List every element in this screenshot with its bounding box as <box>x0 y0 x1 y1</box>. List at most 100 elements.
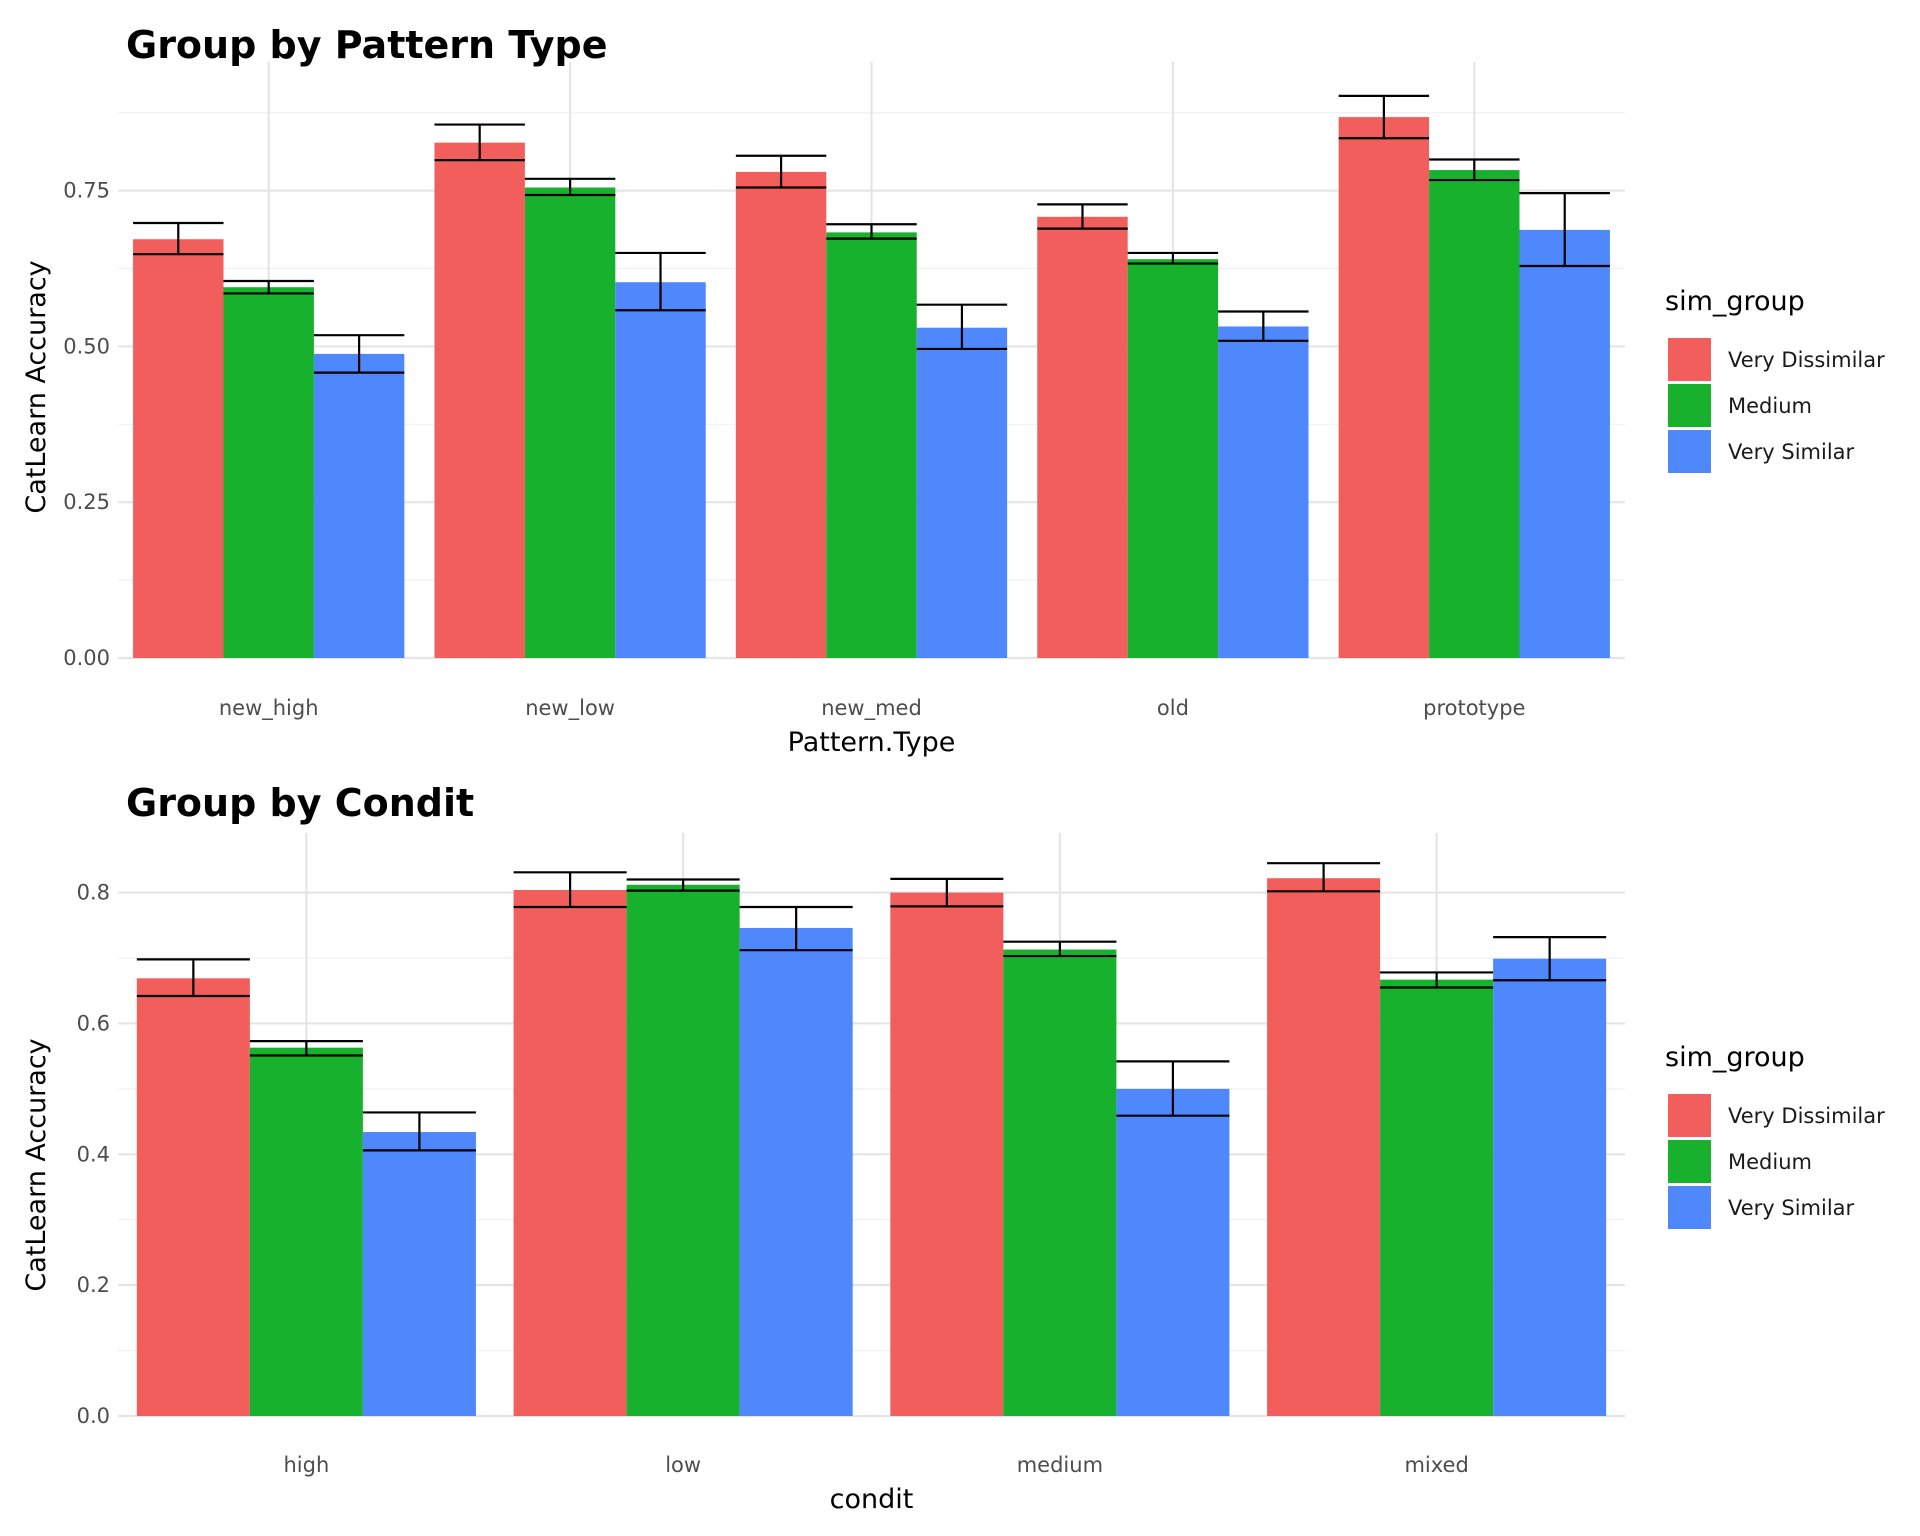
y-tick-label: 0.4 <box>77 1142 110 1166</box>
error-bar-very-similar-new-low <box>615 251 706 312</box>
error-bar-medium-new-med <box>826 223 917 240</box>
bars <box>136 878 1607 1416</box>
y-tick-label: 0.00 <box>63 646 110 670</box>
bar-very-dissimilar-medium <box>890 892 1004 1416</box>
y-tick-label: 0.8 <box>77 881 110 905</box>
chart-panel-2: 0.0 0.2 0.4 0.6 0.8 high low medium mixed Group b… <box>21 781 1885 1515</box>
bar-very-dissimilar-mixed <box>1267 878 1381 1416</box>
bar-very-dissimilar-new-med <box>735 171 827 659</box>
x-tick-label: new_med <box>821 696 922 721</box>
y-tick-label: 0.25 <box>63 490 110 514</box>
bar-medium-old <box>1127 259 1219 658</box>
legend-swatch <box>1668 1094 1711 1137</box>
legend-swatch <box>1668 384 1711 427</box>
y-axis-title: CatLearn Accuracy <box>21 260 52 513</box>
error-bar-medium-high <box>249 1040 363 1057</box>
y-tick-label: 0.2 <box>77 1273 110 1297</box>
error-bars <box>133 94 1610 374</box>
bar-medium-high <box>249 1047 363 1416</box>
error-bar-medium-medium <box>1003 940 1117 958</box>
bar-very-similar-mixed <box>1493 958 1607 1416</box>
error-bar-very-dissimilar-low <box>513 871 627 909</box>
legend-item-very-similar: Very Similar <box>1668 430 1855 473</box>
x-tick-label: mixed <box>1404 1453 1468 1477</box>
error-bar-very-similar-high <box>362 1111 476 1152</box>
legend-item-very-dissimilar: Very Dissimilar <box>1668 1094 1885 1137</box>
x-tick-label: new_high <box>219 696 319 721</box>
bar-very-dissimilar-low <box>513 889 627 1416</box>
error-bar-medium-mixed <box>1380 971 1494 989</box>
bars <box>133 117 1610 659</box>
legend-item-very-similar: Very Similar <box>1668 1186 1855 1229</box>
bar-medium-low <box>626 884 740 1416</box>
chart-title: Group by Pattern Type <box>126 23 607 67</box>
legend-label: Very Dissimilar <box>1728 1104 1885 1128</box>
legend-swatch <box>1668 1140 1711 1183</box>
error-bar-very-similar-old <box>1218 310 1309 342</box>
legend: sim_group Very Dissimilar Medium Very Simil… <box>1665 1042 1885 1229</box>
bar-very-dissimilar-prototype <box>1338 117 1430 659</box>
error-bar-very-similar-mixed <box>1493 935 1607 982</box>
legend-swatch <box>1668 338 1711 381</box>
y-tick-label: 0.0 <box>77 1404 110 1428</box>
error-bar-very-similar-medium <box>1116 1060 1230 1117</box>
legend-label: Medium <box>1728 394 1812 418</box>
y-axis-title: CatLearn Accuracy <box>21 1038 52 1291</box>
legend-label: Very Dissimilar <box>1728 348 1885 372</box>
error-bar-medium-low <box>626 878 740 892</box>
error-bar-very-dissimilar-new-high <box>133 221 224 256</box>
error-bars <box>136 862 1607 1152</box>
error-bar-very-dissimilar-medium <box>890 877 1004 908</box>
error-bar-very-dissimilar-new-low <box>434 123 525 162</box>
bar-very-similar-old <box>1218 326 1309 658</box>
error-bar-very-similar-new-med <box>916 303 1008 351</box>
error-bar-medium-new-low <box>524 177 616 197</box>
error-bar-very-similar-new-high <box>313 334 405 374</box>
x-axis-title: condit <box>830 1484 914 1515</box>
bar-medium-new-low <box>524 187 616 658</box>
bar-very-similar-new-low <box>615 282 706 658</box>
error-bar-very-dissimilar-prototype <box>1338 94 1430 140</box>
bar-very-similar-new-high <box>313 353 405 658</box>
legend-item-medium: Medium <box>1668 1140 1812 1183</box>
legend-item-medium: Medium <box>1668 384 1812 427</box>
x-tick-label: medium <box>1017 1453 1103 1477</box>
y-tick-label: 0.6 <box>77 1011 110 1035</box>
legend-item-very-dissimilar: Very Dissimilar <box>1668 338 1885 381</box>
bar-very-similar-medium <box>1116 1088 1230 1416</box>
error-bar-very-dissimilar-high <box>136 958 250 998</box>
bar-medium-new-high <box>223 287 314 658</box>
y-tick-label: 0.75 <box>63 179 110 203</box>
y-tick-label: 0.50 <box>63 334 110 358</box>
chart-panel-1: 0.00 0.25 0.50 0.75 new_high new_low new_med ol… <box>21 23 1885 758</box>
bar-very-similar-prototype <box>1519 229 1610 658</box>
bar-very-dissimilar-new-high <box>133 239 224 658</box>
bar-very-dissimilar-old <box>1037 216 1128 659</box>
legend-title: sim_group <box>1665 286 1805 317</box>
bar-very-similar-new-med <box>916 327 1008 658</box>
bar-medium-mixed <box>1380 979 1494 1416</box>
bar-medium-prototype <box>1429 170 1520 658</box>
bar-medium-new-med <box>826 232 917 658</box>
x-tick-label: prototype <box>1423 696 1525 720</box>
x-tick-label: new_low <box>525 696 615 721</box>
error-bar-medium-prototype <box>1429 158 1520 182</box>
x-tick-label: old <box>1157 696 1189 720</box>
legend-swatch <box>1668 1186 1711 1229</box>
legend-label: Very Similar <box>1728 1196 1855 1220</box>
chart-title: Group by Condit <box>126 781 474 825</box>
bar-very-similar-low <box>739 927 853 1416</box>
bar-very-dissimilar-high <box>136 978 250 1416</box>
legend-swatch <box>1668 430 1711 473</box>
legend-label: Medium <box>1728 1150 1812 1174</box>
error-bar-medium-new-high <box>223 279 314 295</box>
error-bar-very-dissimilar-old <box>1037 203 1128 230</box>
x-tick-label: low <box>665 1453 701 1477</box>
error-bar-very-dissimilar-new-med <box>735 154 827 189</box>
error-bar-medium-old <box>1127 251 1219 265</box>
x-tick-label: high <box>283 1453 329 1477</box>
bar-very-dissimilar-new-low <box>434 142 525 658</box>
bar-medium-medium <box>1003 949 1117 1416</box>
